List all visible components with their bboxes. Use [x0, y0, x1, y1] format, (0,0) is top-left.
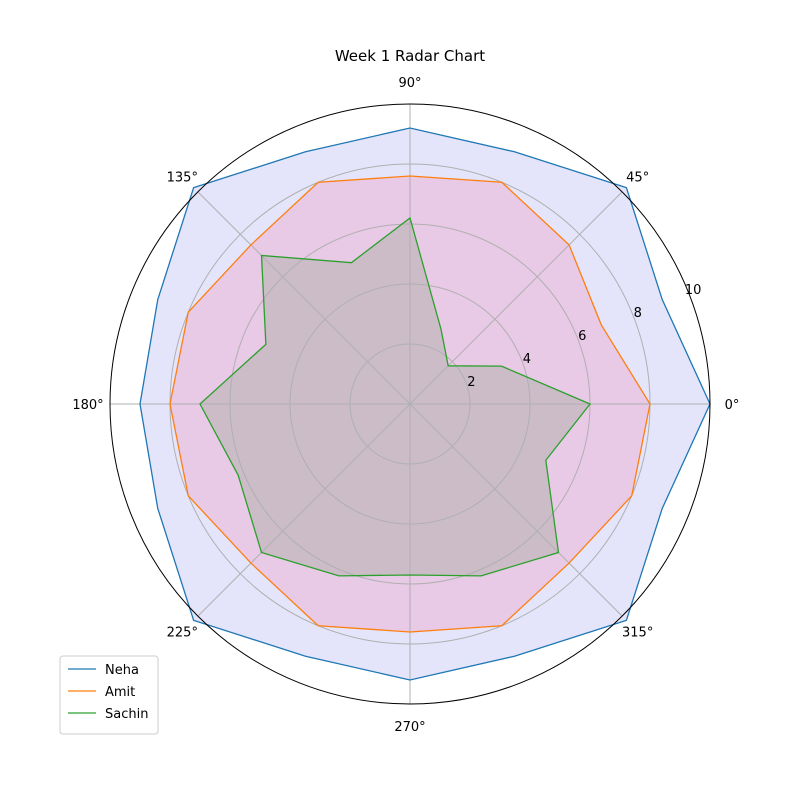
radial-tick-label: 10 — [685, 283, 702, 298]
chart-title: Week 1 Radar Chart — [335, 47, 485, 65]
series-line-sachin — [199, 216, 592, 577]
polar-frame — [109, 103, 711, 705]
angle-tick-label: 180° — [72, 398, 103, 413]
angle-tick-label: 225° — [167, 626, 198, 641]
angular-gridline — [409, 191, 623, 405]
angular-gridline — [197, 403, 411, 617]
radial-tick-label: 4 — [523, 352, 531, 367]
angle-tick-label: 90° — [398, 76, 421, 91]
radial-tick-label: 6 — [578, 329, 586, 344]
polar-grid — [110, 104, 710, 704]
legend-box — [59, 655, 159, 735]
angle-tick-labels: 0° 45° 90° 135° 180° 225° 270° 315° — [72, 76, 739, 735]
angle-tick-label: 315° — [622, 626, 653, 641]
series-lines — [139, 127, 711, 681]
radial-tick-label: 2 — [467, 375, 475, 390]
angle-tick-label: 135° — [167, 170, 198, 185]
angular-gridline — [197, 191, 411, 405]
series-line-neha — [139, 127, 711, 681]
legend-label-neha: Neha — [105, 663, 139, 678]
series-line-amit — [169, 175, 651, 633]
angle-tick-label: 270° — [394, 720, 425, 735]
angle-tick-label: 45° — [626, 170, 649, 185]
legend: Neha Amit Sachin — [59, 655, 159, 735]
angle-tick-label: 0° — [725, 398, 740, 413]
angular-gridline — [409, 403, 623, 617]
legend-label-sachin: Sachin — [105, 707, 148, 722]
legend-label-amit: Amit — [105, 685, 135, 700]
radial-tick-label: 8 — [634, 306, 642, 321]
radial-tick-labels: 2 4 6 8 10 — [467, 283, 701, 390]
